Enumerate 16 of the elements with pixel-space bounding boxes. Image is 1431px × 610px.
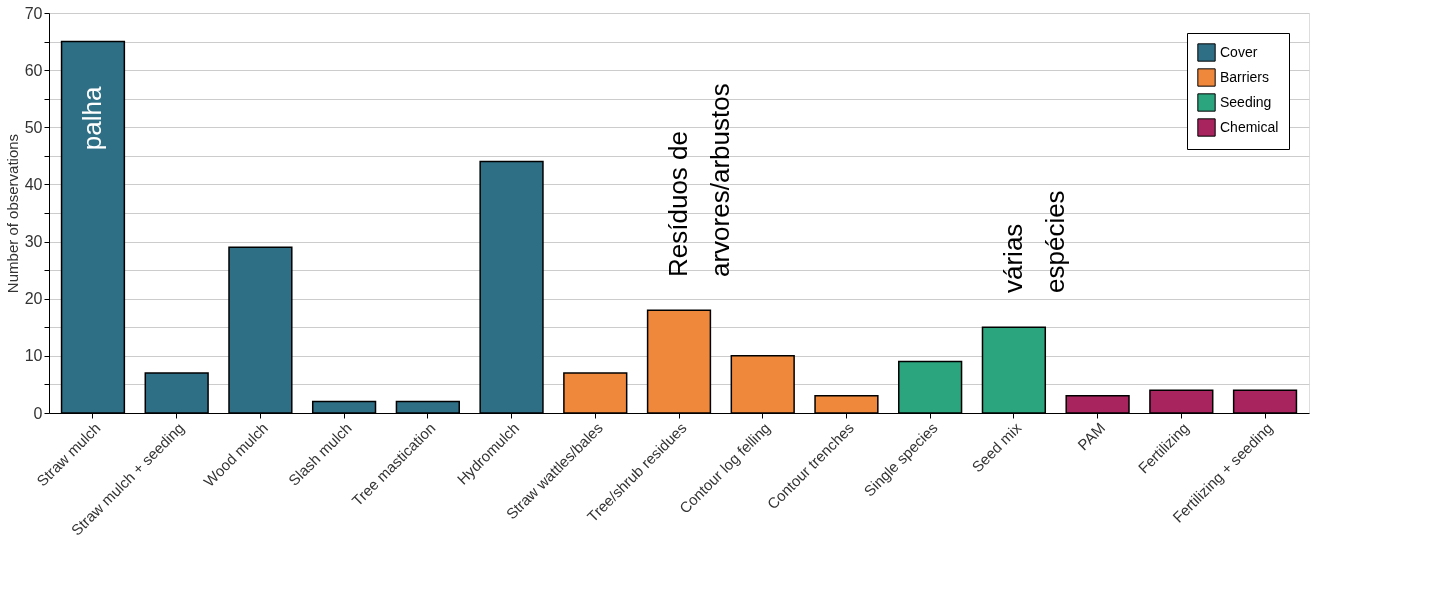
annotation: palha [76,85,107,151]
legend-label: Chemical [1220,118,1279,135]
y-tick-label: 30 [24,233,43,251]
annotation: Resíduos de arvores/arbustos [663,83,735,277]
annotation: várias espécies [997,190,1070,293]
y-tick-label: 40 [24,175,43,193]
y-tick-label: 70 [24,4,43,22]
legend-label: Seeding [1220,93,1272,110]
y-tick-label: 0 [33,404,43,422]
y-axis-title: Number of observations [3,133,21,294]
legend-label: Cover [1220,43,1258,60]
y-tick-label: 10 [24,347,43,365]
legend-label: Barriers [1220,68,1270,85]
y-tick-label: 20 [24,290,43,308]
y-tick-label: 50 [24,118,43,136]
y-tick-label: 60 [24,61,43,79]
